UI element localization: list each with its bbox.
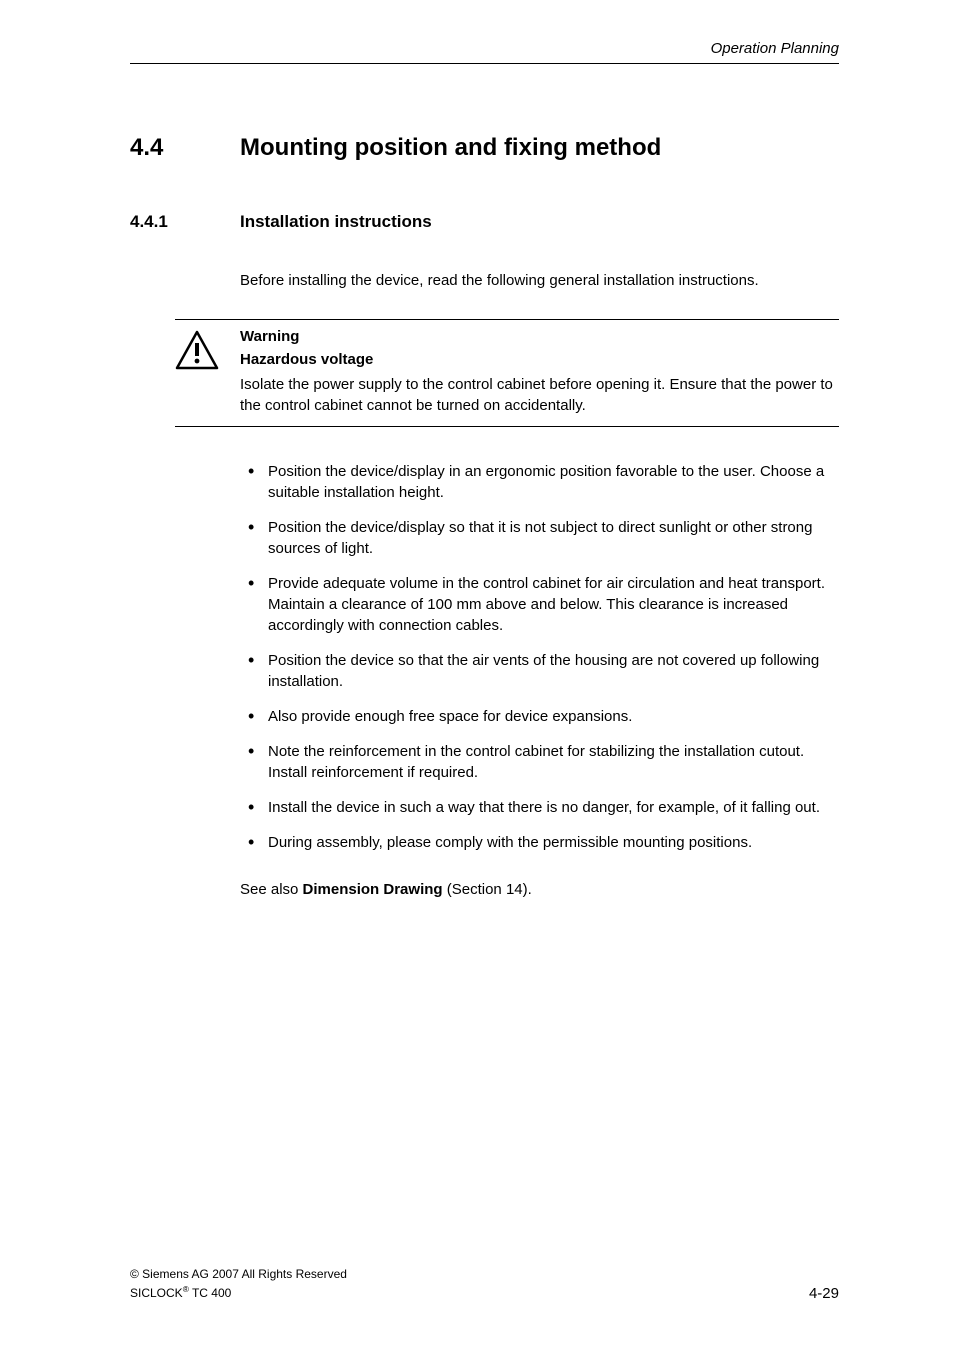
list-item: Note the reinforcement in the control ca… (268, 741, 839, 783)
subsection-number: 4.4.1 (130, 212, 240, 232)
warning-subtitle: Hazardous voltage (240, 351, 839, 368)
crossref-link: Dimension Drawing (303, 881, 443, 898)
page: Operation Planning 4.4 Mounting position… (0, 0, 954, 1350)
copyright-symbol: © (130, 1267, 139, 1281)
subsection-title: Installation instructions (240, 212, 432, 232)
crossref-prefix: See also (240, 881, 303, 898)
section-title: Mounting position and fixing method (240, 134, 661, 162)
warning-label: Warning (240, 328, 839, 345)
warning-icon-cell (175, 328, 240, 416)
bullet-list: Position the device/display in an ergono… (240, 461, 839, 853)
warning-box: Warning Hazardous voltage Isolate the po… (175, 319, 839, 427)
list-item: Position the device/display in an ergono… (268, 461, 839, 503)
footer-left: © Siemens AG 2007 All Rights Reserved SI… (130, 1265, 347, 1302)
section-number: 4.4 (130, 134, 240, 162)
section-heading: 4.4 Mounting position and fixing method (130, 134, 839, 162)
list-item: Position the device so that the air vent… (268, 650, 839, 692)
list-item: Position the device/display so that it i… (268, 517, 839, 559)
list-item: During assembly, please comply with the … (268, 832, 839, 853)
list-item: Also provide enough free space for devic… (268, 706, 839, 727)
page-footer: © Siemens AG 2007 All Rights Reserved SI… (130, 1265, 839, 1302)
copyright-text: Siemens AG 2007 All Rights Reserved (139, 1267, 347, 1281)
subsection-heading: 4.4.1 Installation instructions (130, 212, 839, 232)
body-indent: Before installing the device, read the f… (240, 270, 839, 898)
crossref-suffix: (Section 14). (443, 881, 532, 898)
header-rule (130, 63, 839, 64)
warning-body: Isolate the power supply to the control … (240, 374, 839, 416)
product-name-post: TC 400 (189, 1286, 231, 1300)
product-name-pre: SICLOCK (130, 1286, 183, 1300)
list-item: Provide adequate volume in the control c… (268, 573, 839, 636)
cross-reference: See also Dimension Drawing (Section 14). (240, 881, 839, 898)
warning-text: Warning Hazardous voltage Isolate the po… (240, 328, 839, 416)
warning-icon (175, 330, 219, 370)
intro-paragraph: Before installing the device, read the f… (240, 270, 839, 291)
page-number: 4-29 (809, 1285, 839, 1302)
list-item: Install the device in such a way that th… (268, 797, 839, 818)
running-head: Operation Planning (130, 40, 839, 57)
